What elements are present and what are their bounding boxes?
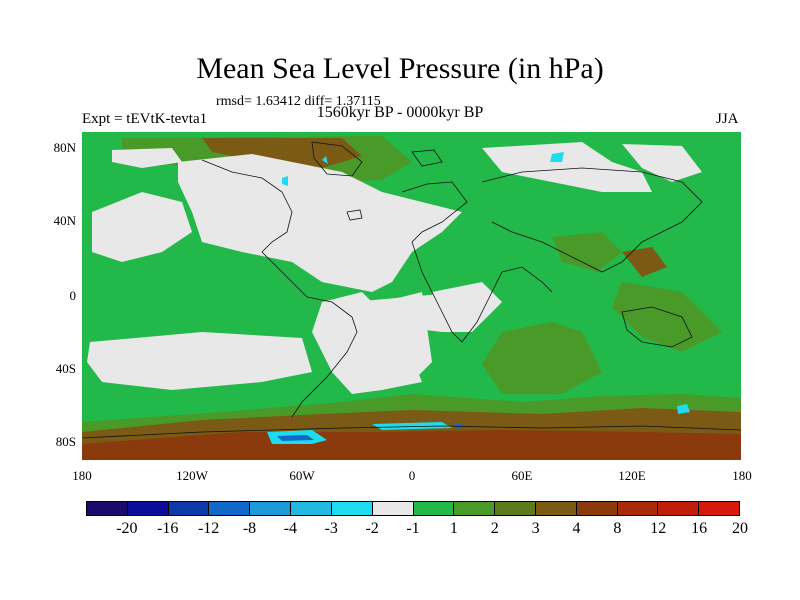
colorbar-swatch-9 xyxy=(454,502,496,515)
colorbar-swatch-2 xyxy=(168,502,210,515)
lon-label-120e: 120E xyxy=(618,468,646,483)
colorbar-label-5: -3 xyxy=(324,520,338,537)
lat-label-80s: 80S xyxy=(55,434,76,449)
time-period: 1560kyr BP - 0000kyr BP xyxy=(316,104,484,121)
lat-label-40s: 40S xyxy=(55,361,76,376)
colorbar-swatch-14 xyxy=(658,502,700,515)
coastlines xyxy=(82,141,741,439)
lon-label-180e: 180 xyxy=(732,468,752,483)
colorbar-swatch-1 xyxy=(127,502,169,515)
colorbar-swatch-13 xyxy=(617,502,659,515)
colorbar-label-6: -2 xyxy=(365,520,379,537)
colorbar-swatch-3 xyxy=(209,502,251,515)
colorbar-swatch-6 xyxy=(331,502,373,515)
colorbar-swatch-15 xyxy=(699,502,739,515)
very-high-anomaly-regions xyxy=(82,430,741,460)
very-low-anomaly-spots xyxy=(277,424,462,441)
colorbar-label-15: 20 xyxy=(732,520,748,537)
lon-label-60w: 60W xyxy=(289,468,315,483)
colorbar xyxy=(86,501,740,516)
colorbar-label-2: -12 xyxy=(197,520,220,537)
season-label: JJA xyxy=(716,111,739,127)
colorbar-label-12: 8 xyxy=(613,520,622,537)
colorbar-label-0: -20 xyxy=(116,520,138,537)
rmsd-diff-stats: rmsd= 1.63412 diff= 1.37115 xyxy=(216,94,381,109)
colorbar-swatch-8 xyxy=(413,502,455,515)
colorbar-label-8: 1 xyxy=(449,520,458,537)
colorbar-label-9: 2 xyxy=(490,520,499,537)
pressure-map xyxy=(82,132,741,460)
colorbar-swatch-0 xyxy=(87,502,128,515)
colorbar-label-10: 3 xyxy=(531,520,540,537)
colorbar-swatch-5 xyxy=(291,502,332,515)
colorbar-label-3: -8 xyxy=(242,520,257,537)
map-svg xyxy=(82,132,741,460)
lat-label-40n: 40N xyxy=(53,213,76,228)
colorbar-swatch-4 xyxy=(250,502,292,515)
colorbar-swatch-10 xyxy=(495,502,536,515)
colorbar-label-4: -4 xyxy=(283,520,298,537)
colorbar-swatch-12 xyxy=(576,502,618,515)
colorbar-swatch-11 xyxy=(535,502,577,515)
colorbar-label-11: 4 xyxy=(572,520,581,537)
lon-label-180w: 180 xyxy=(72,468,92,483)
colorbar-label-13: 12 xyxy=(650,520,667,537)
near-zero-regions xyxy=(87,142,702,394)
lat-label-0: 0 xyxy=(69,288,77,303)
experiment-label: Expt = tEVtK-tevta1 xyxy=(82,111,208,127)
colorbar-label-7: -1 xyxy=(406,520,420,537)
lat-label-80n: 80N xyxy=(53,140,76,155)
lon-label-120w: 120W xyxy=(176,468,208,483)
lon-label-60e: 60E xyxy=(511,468,533,483)
lon-label-0: 0 xyxy=(408,468,416,483)
plot-title: Mean Sea Level Pressure (in hPa) xyxy=(196,52,604,85)
colorbar-label-1: -16 xyxy=(157,520,179,537)
colorbar-label-14: 16 xyxy=(691,520,708,537)
colorbar-swatch-7 xyxy=(372,502,414,515)
